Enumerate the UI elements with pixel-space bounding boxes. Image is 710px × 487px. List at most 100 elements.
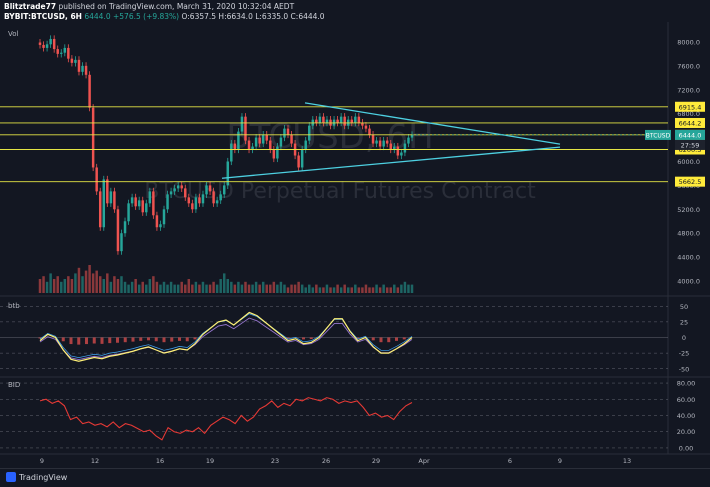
candle-body: [301, 150, 303, 168]
y-tick-label: 4000.0: [677, 278, 700, 286]
candle-body: [276, 147, 278, 159]
oscillator-histogram-bar: [132, 338, 135, 342]
candle-body: [304, 141, 306, 150]
volume-bar: [255, 282, 257, 293]
volume-bar: [106, 273, 108, 293]
candle-body: [287, 129, 289, 135]
volume-bar: [39, 279, 41, 293]
x-tick-label: 16: [156, 457, 164, 465]
candle-body: [411, 135, 413, 138]
candle-body: [319, 117, 321, 123]
candle-body: [322, 117, 324, 123]
volume-bar: [315, 285, 317, 293]
bid-y-tick: 20.00: [677, 428, 696, 436]
oscillator-histogram-bar: [403, 338, 406, 340]
y-tick-label: 6000.0: [677, 158, 700, 166]
volume-bar: [152, 276, 154, 293]
oscillator-y-tick: -50: [679, 365, 690, 373]
volume-bar: [78, 268, 80, 293]
candle-body: [78, 60, 80, 72]
candle-body: [365, 126, 367, 129]
volume-bar: [365, 285, 367, 293]
volume-bar: [99, 276, 101, 293]
tradingview-logo-text: TradingView: [19, 473, 67, 482]
candle-body: [149, 191, 151, 203]
volume-bar: [294, 285, 296, 293]
x-tick-label: Apr: [418, 457, 430, 465]
candle-body: [205, 185, 207, 194]
candle-body: [407, 138, 409, 144]
candle-body: [170, 191, 172, 194]
price-level-label: 6915.4: [679, 103, 702, 111]
candle-body: [326, 120, 328, 123]
volume-bar: [400, 285, 402, 293]
oscillator-histogram-bar: [116, 338, 119, 343]
volume-bar: [262, 282, 264, 293]
volume-bar: [258, 285, 260, 293]
volume-bar: [358, 287, 360, 293]
volume-bar: [301, 285, 303, 293]
volume-bar: [159, 285, 161, 293]
candle-body: [95, 167, 97, 191]
oscillator-y-tick: 50: [680, 303, 688, 311]
y-tick-label: 5200.0: [677, 206, 700, 214]
oscillator-histogram-bar: [62, 338, 65, 342]
candle-body: [340, 117, 342, 123]
candle-body: [269, 141, 271, 150]
footer-bar: TradingView: [0, 468, 710, 487]
volume-bar: [74, 273, 76, 293]
candle-body: [156, 215, 158, 227]
y-tick-label: 7200.0: [677, 86, 700, 94]
candle-body: [202, 194, 204, 203]
y-tick-label: 4400.0: [677, 254, 700, 262]
volume-bar: [205, 285, 207, 293]
volume-bar: [361, 287, 363, 293]
volume-bar: [340, 287, 342, 293]
volume-bar: [308, 285, 310, 293]
candle-body: [375, 141, 377, 144]
candle-body: [131, 197, 133, 203]
oscillator-histogram-bar: [85, 338, 88, 345]
candle-body: [258, 138, 260, 144]
volume-bar: [85, 271, 87, 293]
volume-bar: [379, 287, 381, 293]
volume-bar: [219, 279, 221, 293]
volume-bar: [287, 287, 289, 293]
y-tick-label: 7600.0: [677, 62, 700, 70]
volume-bar: [202, 282, 204, 293]
candle-body: [103, 179, 105, 227]
oscillator-histogram-bar: [139, 338, 142, 341]
volume-bar: [244, 282, 246, 293]
candle-body: [223, 185, 225, 194]
volume-bar: [411, 285, 413, 293]
candle-body: [397, 147, 399, 156]
volume-bar: [198, 285, 200, 293]
candle-body: [386, 141, 388, 144]
volume-bar: [216, 285, 218, 293]
volume-bar: [124, 282, 126, 293]
candle-body: [152, 191, 154, 215]
candle-body: [262, 135, 264, 144]
tradingview-logo: TradingView: [6, 472, 67, 482]
volume-bar: [131, 282, 133, 293]
oscillator-histogram-bar: [155, 338, 158, 342]
candle-body: [177, 185, 179, 188]
candle-body: [400, 153, 402, 156]
bid-y-tick: 40.00: [677, 412, 696, 420]
volume-bar: [354, 285, 356, 293]
volume-bar: [142, 282, 144, 293]
volume-bar: [209, 285, 211, 293]
oscillator-histogram-bar: [186, 338, 189, 342]
candle-body: [53, 39, 55, 49]
volume-bar: [372, 287, 374, 293]
volume-bar: [397, 287, 399, 293]
x-tick-label: 13: [623, 457, 631, 465]
oscillator-y-tick: 0: [682, 334, 686, 342]
x-tick-label: 12: [91, 457, 99, 465]
candle-body: [184, 188, 186, 197]
volume-bar: [191, 285, 193, 293]
candle-body: [404, 144, 406, 153]
bid-title: BID: [8, 381, 20, 389]
candle-body: [117, 209, 119, 251]
